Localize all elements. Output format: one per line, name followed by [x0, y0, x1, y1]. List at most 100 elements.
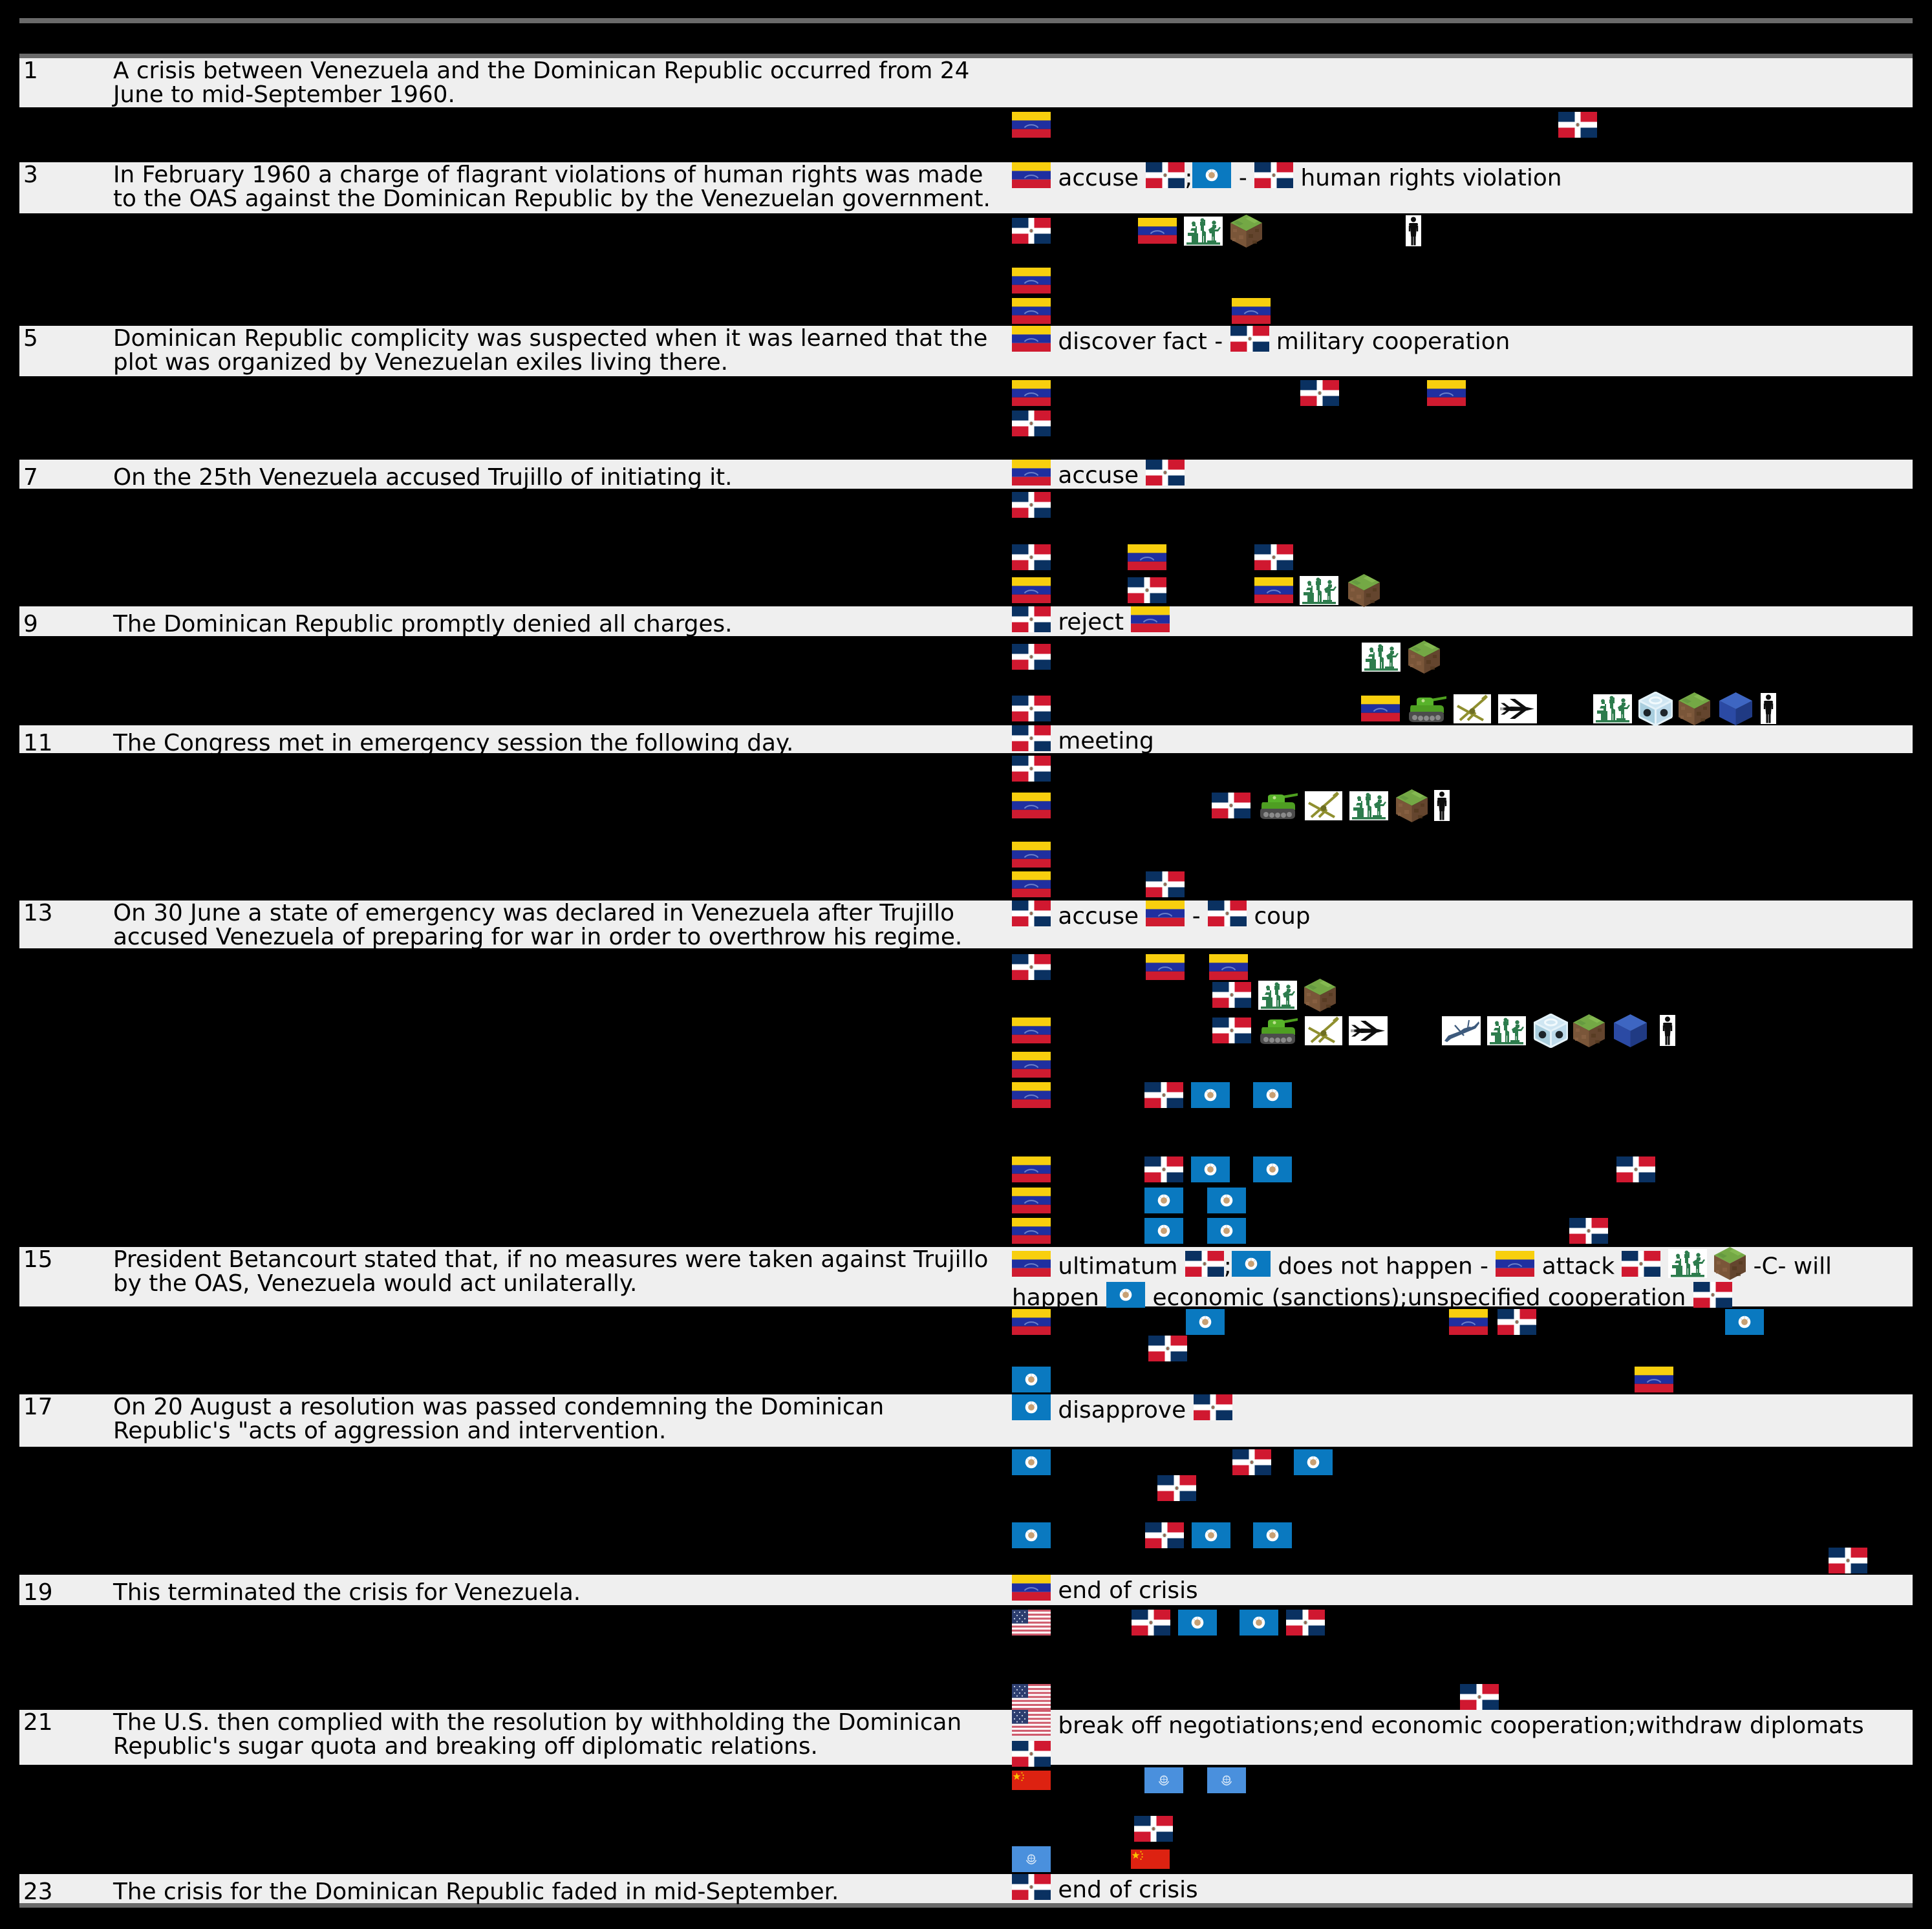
flag-dominican-republic-icon	[1012, 606, 1051, 632]
soldiers-icon	[1487, 1016, 1526, 1045]
annotation-text: -C- will	[1746, 1253, 1832, 1280]
annotation-text: coup	[1247, 903, 1311, 930]
sentence-text: On 20 August a resolution was passed con…	[113, 1394, 885, 1445]
flag-venezuela-icon	[1012, 1188, 1051, 1213]
flag-oas-icon	[1240, 1610, 1278, 1636]
flag-venezuela-icon	[1012, 298, 1051, 324]
table-border-bar	[19, 18, 1913, 23]
flag-oas-icon	[1191, 1156, 1230, 1182]
annotation-text	[1660, 1253, 1668, 1280]
annotation-text: economic (sanctions);unspecified coopera…	[1145, 1284, 1693, 1311]
grass-cube-icon	[1714, 1247, 1746, 1280]
flag-dominican-republic-icon	[1144, 1082, 1183, 1108]
row-number: 23	[23, 1879, 53, 1905]
person-icon	[1660, 1015, 1675, 1046]
sentence-text: The Congress met in emergency session th…	[113, 730, 794, 756]
flag-venezuela-icon	[1012, 842, 1051, 868]
annotation: accuse ; - human rights violation	[1012, 162, 1913, 193]
flag-dominican-republic-icon	[1148, 1336, 1187, 1361]
flag-venezuela-icon	[1254, 577, 1293, 603]
flag-venezuela-icon	[1427, 380, 1466, 406]
flag-venezuela-icon	[1361, 696, 1400, 721]
flag-venezuela-icon	[1012, 1018, 1051, 1043]
row-number: 11	[23, 730, 53, 756]
row-number: 19	[23, 1579, 53, 1606]
flag-dominican-republic-icon	[1254, 162, 1294, 188]
flag-united-nations-icon	[1144, 1767, 1183, 1793]
flag-venezuela-icon	[1012, 871, 1051, 897]
flag-dominican-republic-icon	[1208, 901, 1247, 926]
row-number: 7	[23, 464, 38, 491]
sentence-row	[19, 58, 1913, 107]
annotation: discover fact - military cooperation	[1012, 326, 1913, 357]
flag-oas-icon	[1207, 1218, 1246, 1244]
annotation-text: -	[1231, 165, 1255, 191]
annotation: meeting	[1012, 725, 1913, 756]
flag-venezuela-icon	[1146, 954, 1185, 980]
annotation: disapprove	[1012, 1394, 1913, 1425]
flag-venezuela-icon	[1012, 1218, 1051, 1244]
flag-dominican-republic-icon	[1693, 1281, 1732, 1308]
flag-dominican-republic-icon	[1144, 1156, 1183, 1182]
flag-dominican-republic-icon	[1145, 1522, 1184, 1548]
sentence-text: President Betancourt stated that, if no …	[113, 1246, 989, 1297]
sentence-text: On the 25th Venezuela accused Trujillo o…	[113, 464, 733, 491]
sentence-row	[19, 1247, 1913, 1306]
row-number: 15	[23, 1246, 53, 1273]
flag-dominican-republic-icon	[1012, 696, 1051, 721]
sentence-text: In February 1960 a charge of flagrant vi…	[113, 162, 991, 213]
flag-venezuela-icon	[1012, 577, 1051, 603]
grass-cube-icon	[1348, 573, 1380, 607]
flag-dominican-republic-icon	[1012, 1874, 1051, 1900]
annotation-text: ;	[1223, 1253, 1232, 1280]
flag-dominican-republic-icon	[1193, 1394, 1232, 1420]
flag-dominican-republic-icon	[1012, 901, 1051, 926]
annotation: accuse	[1012, 460, 1913, 491]
flag-oas-icon	[1192, 162, 1232, 188]
annotation-text: human rights violation	[1293, 165, 1562, 191]
sentence-text: The U.S. then complied with the resoluti…	[113, 1709, 962, 1760]
flag-venezuela-icon	[1131, 606, 1170, 632]
annotation-text: accuse	[1051, 903, 1146, 930]
sentence-row	[19, 460, 1913, 489]
flag-dominican-republic-icon	[1460, 1684, 1499, 1710]
flag-united-nations-icon	[1207, 1767, 1246, 1793]
flag-oas-icon	[1253, 1522, 1292, 1548]
grass-cube-icon	[1396, 789, 1428, 822]
flag-dominican-republic-icon	[1012, 756, 1051, 782]
flag-dominican-republic-icon	[1300, 380, 1339, 406]
blue-cube-icon	[1719, 692, 1753, 726]
soldiers-icon	[1593, 694, 1632, 723]
annotation-text: happen	[1012, 1284, 1107, 1311]
annotation-text: military cooperation	[1269, 328, 1510, 355]
flag-dominican-republic-icon	[1012, 644, 1051, 670]
flag-oas-icon	[1106, 1281, 1146, 1308]
artillery-icon	[1305, 1016, 1342, 1045]
flag-venezuela-icon	[1012, 1156, 1051, 1182]
annotation-text: accuse	[1051, 165, 1146, 191]
flag-dominican-republic-icon	[1569, 1218, 1608, 1244]
glass-cube-icon	[1638, 691, 1673, 726]
flag-dominican-republic-icon	[1146, 871, 1185, 897]
flag-oas-icon	[1192, 1522, 1230, 1548]
flag-oas-icon	[1191, 1082, 1230, 1108]
flag-venezuela-icon	[1496, 1250, 1535, 1277]
fighter-jet-icon	[1498, 694, 1537, 723]
annotation-text: break off negotiations;end economic coop…	[1051, 1712, 1864, 1739]
sentence-row	[19, 1710, 1913, 1765]
flag-venezuela-icon	[1012, 326, 1051, 352]
flag-oas-icon	[1012, 1394, 1051, 1420]
flag-oas-icon	[1012, 1449, 1051, 1475]
annotation-text: accuse	[1051, 462, 1146, 489]
annotation-text: disapprove	[1051, 1397, 1194, 1423]
flag-venezuela-icon	[1012, 1250, 1051, 1277]
sentence-row	[19, 162, 1913, 213]
flag-united-states-icon	[1012, 1684, 1051, 1710]
annotation-text: attack	[1534, 1253, 1622, 1280]
soldiers-icon	[1184, 216, 1223, 246]
person-icon	[1434, 790, 1450, 821]
sentence-row	[19, 326, 1913, 376]
flag-dominican-republic-icon	[1012, 954, 1051, 980]
flag-dominican-republic-icon	[1829, 1548, 1867, 1573]
blue-cube-icon	[1613, 1014, 1648, 1048]
